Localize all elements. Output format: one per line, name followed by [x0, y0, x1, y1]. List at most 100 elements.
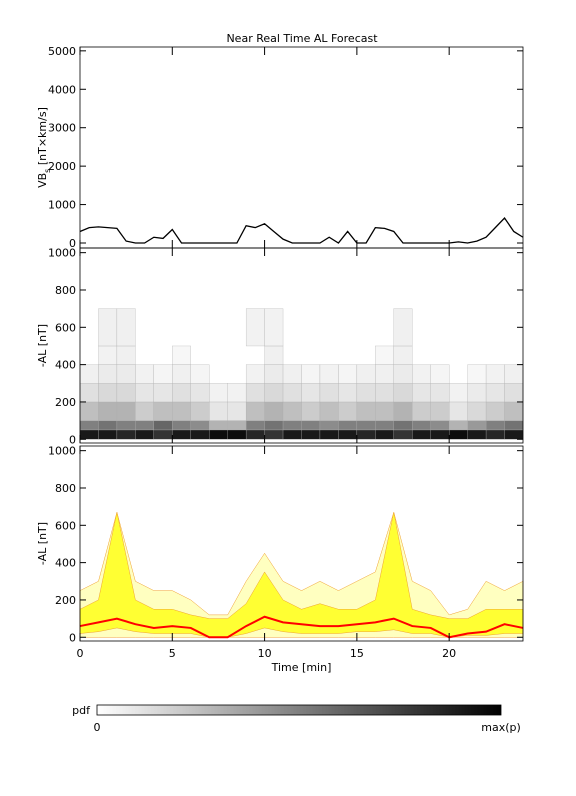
y-tick-label: 800: [55, 284, 76, 297]
heat-cell: [209, 429, 228, 440]
heat-cell: [430, 420, 450, 431]
y-tick-label: 1000: [48, 445, 76, 458]
heat-cell: [338, 401, 358, 421]
y-axis-label-part: [nT×km/s]: [36, 107, 49, 169]
heat-cell: [190, 401, 210, 421]
x-axis-label: Time [min]: [271, 661, 332, 674]
heat-cell: [504, 401, 524, 421]
heat-cell: [135, 364, 154, 384]
heat-cell: [264, 383, 284, 403]
x-tick-label: 5: [169, 647, 176, 660]
y-axis-label: -AL [nT]: [36, 522, 49, 565]
heat-cell: [412, 383, 431, 403]
heat-cell: [79, 364, 99, 384]
y-tick-label: 200: [55, 396, 76, 409]
heat-cell: [485, 420, 505, 431]
heat-cell: [375, 420, 394, 431]
heat-cell: [153, 383, 173, 403]
heat-cell: [98, 345, 118, 365]
heat-cell: [319, 429, 339, 440]
heat-cell: [79, 429, 99, 440]
heat-cell: [209, 401, 228, 421]
heat-cell: [393, 345, 413, 365]
heat-cell: [172, 401, 191, 421]
heat-cell: [98, 383, 118, 403]
heat-cell: [356, 420, 376, 431]
heat-cell: [282, 429, 302, 440]
plot-frame: [79, 247, 524, 444]
heat-cell: [172, 364, 191, 384]
x-tick-label: 15: [350, 647, 364, 660]
y-tick-label: 600: [55, 321, 76, 334]
heat-cell: [301, 429, 321, 440]
heat-cell: [430, 429, 450, 440]
y-tick-label: 0: [69, 631, 76, 644]
y-axis-label-part: s: [43, 169, 52, 173]
heat-cell: [467, 383, 487, 403]
heat-cell: [79, 383, 99, 403]
heat-cell: [264, 420, 284, 431]
heat-cell: [356, 401, 376, 421]
heat-cell: [485, 383, 505, 403]
heat-cell: [375, 383, 394, 403]
y-tick-label: 1000: [48, 247, 76, 260]
heat-cell: [153, 429, 173, 440]
heat-cell: [393, 420, 413, 431]
heat-cell: [301, 401, 321, 421]
heat-cell: [116, 308, 136, 347]
heat-cell: [264, 364, 284, 384]
chart-title: Near Real Time AL Forecast: [226, 32, 378, 45]
x-tick-label: 20: [442, 647, 456, 660]
heat-cell: [79, 420, 99, 431]
heat-cell: [116, 364, 136, 384]
heat-cell: [190, 429, 210, 440]
heat-cell: [227, 429, 247, 440]
heat-cell: [393, 429, 413, 440]
heat-cell: [430, 401, 450, 421]
heat-cell: [467, 401, 487, 421]
heat-cell: [245, 308, 265, 347]
heat-cell: [485, 364, 505, 384]
heat-cell: [504, 429, 524, 440]
heat-cell: [319, 401, 339, 421]
heat-cell: [319, 364, 339, 384]
heat-cell: [153, 364, 173, 384]
heat-cell: [98, 401, 118, 421]
heat-cell: [190, 364, 210, 384]
y-tick-label: 1000: [48, 199, 76, 212]
heat-cell: [319, 420, 339, 431]
heat-cell: [116, 401, 136, 421]
heat-cell: [301, 364, 321, 384]
plot-frame: [79, 46, 524, 249]
heat-cell: [449, 383, 468, 403]
heat-cell: [467, 364, 487, 384]
heat-cell: [504, 420, 524, 431]
heat-cell: [375, 401, 394, 421]
heat-cell: [116, 345, 136, 365]
heat-cell: [412, 420, 431, 431]
y-tick-label: 3000: [48, 122, 76, 135]
heat-cell: [393, 308, 413, 347]
plot-frame: [79, 445, 524, 642]
heat-cell: [227, 383, 247, 403]
heat-cell: [264, 401, 284, 421]
heat-cell: [245, 401, 265, 421]
heat-cell: [412, 429, 431, 440]
heat-cell: [98, 420, 118, 431]
y-tick-label: 5000: [48, 45, 76, 58]
y-tick-label: 4000: [48, 83, 76, 96]
heat-cell: [393, 364, 413, 384]
heat-cell: [504, 364, 524, 384]
heat-cell: [79, 401, 99, 421]
heat-cell: [227, 401, 247, 421]
heat-cell: [153, 401, 173, 421]
heat-cell: [338, 364, 358, 384]
heat-cell: [356, 383, 376, 403]
heat-cell: [282, 364, 302, 384]
y-axis-label: -AL [nT]: [36, 324, 49, 367]
heat-cell: [282, 420, 302, 431]
panel: [79, 216, 524, 244]
heat-cell: [227, 420, 247, 431]
y-tick-label: 0: [69, 433, 76, 446]
heat-cell: [172, 429, 191, 440]
